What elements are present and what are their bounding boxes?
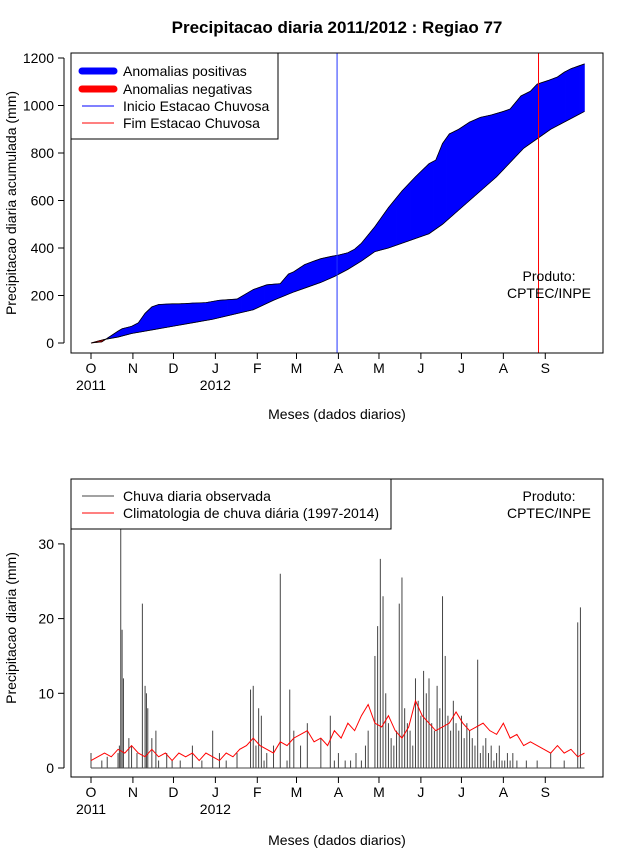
- y-tick-label: 400: [31, 240, 55, 256]
- x-tick-label: A: [499, 360, 509, 376]
- x-axis-label: Meses (dados diarios): [268, 406, 406, 422]
- daily-bars-layer: [90, 528, 585, 769]
- x-tick-label: J: [212, 360, 219, 376]
- x-tick-label: M: [291, 784, 303, 800]
- x-tick-label: F: [253, 360, 262, 376]
- x-tick-label: J: [458, 360, 465, 376]
- x-tick-label: N: [128, 784, 138, 800]
- legend: Chuva diaria observada Climatologia de c…: [70, 478, 392, 530]
- x-tick-label: S: [541, 784, 550, 800]
- x-tick-label: S: [541, 360, 550, 376]
- product-source: CPTEC/INPE: [507, 505, 591, 521]
- x-tick-label: N: [128, 360, 138, 376]
- figure-title: Precipitacao diaria 2011/2012 : Regiao 7…: [172, 18, 503, 37]
- x-tick-label: M: [291, 360, 303, 376]
- x-tick-label: J: [417, 784, 424, 800]
- x-tick-label: M: [373, 784, 385, 800]
- y-tick-label: 0: [46, 760, 54, 776]
- x-tick-label: O: [86, 360, 97, 376]
- x-tick-label: D: [168, 784, 178, 800]
- legend-label-end: Fim Estacao Chuvosa: [123, 115, 260, 131]
- year-label: 2012: [200, 377, 231, 393]
- x-tick-label: A: [334, 784, 344, 800]
- year-label: 2011: [76, 801, 106, 817]
- positive-anomaly-segment: [582, 63, 585, 113]
- year-label: 2012: [200, 801, 231, 817]
- legend: Anomalias positivas Anomalias negativas …: [70, 52, 279, 140]
- x-tick-label: D: [168, 360, 178, 376]
- legend-label-start: Inicio Estacao Chuvosa: [123, 98, 270, 114]
- x-tick-label: M: [373, 360, 385, 376]
- y-tick-label: 30: [38, 536, 54, 552]
- y-axis: 0 200 400 600 800 1000 1200: [23, 50, 65, 351]
- year-label: 2011: [76, 377, 106, 393]
- y-tick-label: 600: [31, 193, 55, 209]
- season-lines-layer: [336, 53, 540, 353]
- product-label: Produto:: [523, 488, 576, 504]
- anomaly-fill-layer: [90, 63, 585, 344]
- legend-label-observed: Chuva diaria observada: [123, 488, 271, 504]
- climatology-accumulated-line: [90, 111, 585, 344]
- x-tick-label: A: [499, 784, 509, 800]
- x-axis: O N D J F M A M J J A S 2011 2012: [76, 352, 550, 393]
- y-axis-label: Precipitacao diaria acumulada (mm): [3, 91, 19, 315]
- x-tick-label: O: [86, 784, 97, 800]
- product-label: Produto:: [523, 268, 576, 284]
- legend-label-climatology: Climatologia de chuva diária (1997-2014): [123, 505, 379, 521]
- x-axis-label: Meses (dados diarios): [268, 832, 406, 848]
- observed-accumulated-line: [90, 63, 585, 344]
- climatology-line: [90, 699, 585, 762]
- y-tick-label: 1000: [23, 98, 54, 114]
- x-tick-label: F: [253, 784, 262, 800]
- accumulated-chart: 0 200 400 600 800 1000 1200 O N D J F M A M J J A S 2011 20…: [3, 50, 604, 422]
- y-tick-label: 200: [31, 288, 55, 304]
- daily-chart: 0 10 20 30 O N D J F M A M J J A S 2011 2012 Precipitaca…: [3, 478, 604, 848]
- y-tick-label: 800: [31, 145, 55, 161]
- legend-label-negative: Anomalias negativas: [123, 81, 252, 97]
- product-source: CPTEC/INPE: [507, 285, 591, 301]
- y-axis: 0 10 20 30: [38, 536, 65, 776]
- x-tick-label: J: [212, 784, 219, 800]
- legend-box: [70, 52, 279, 140]
- climatology-line-layer: [90, 699, 585, 762]
- y-tick-label: 1200: [23, 50, 54, 66]
- x-axis: O N D J F M A M J J A S 2011 2012: [76, 776, 550, 817]
- legend-box: [70, 478, 392, 530]
- x-tick-label: J: [417, 360, 424, 376]
- y-tick-label: 20: [38, 611, 54, 627]
- y-tick-label: 10: [38, 685, 54, 701]
- y-tick-label: 0: [46, 335, 54, 351]
- legend-label-positive: Anomalias positivas: [123, 63, 247, 79]
- x-tick-label: A: [334, 360, 344, 376]
- y-axis-label: Precipitacao diaria (mm): [3, 552, 19, 704]
- x-tick-label: J: [458, 784, 465, 800]
